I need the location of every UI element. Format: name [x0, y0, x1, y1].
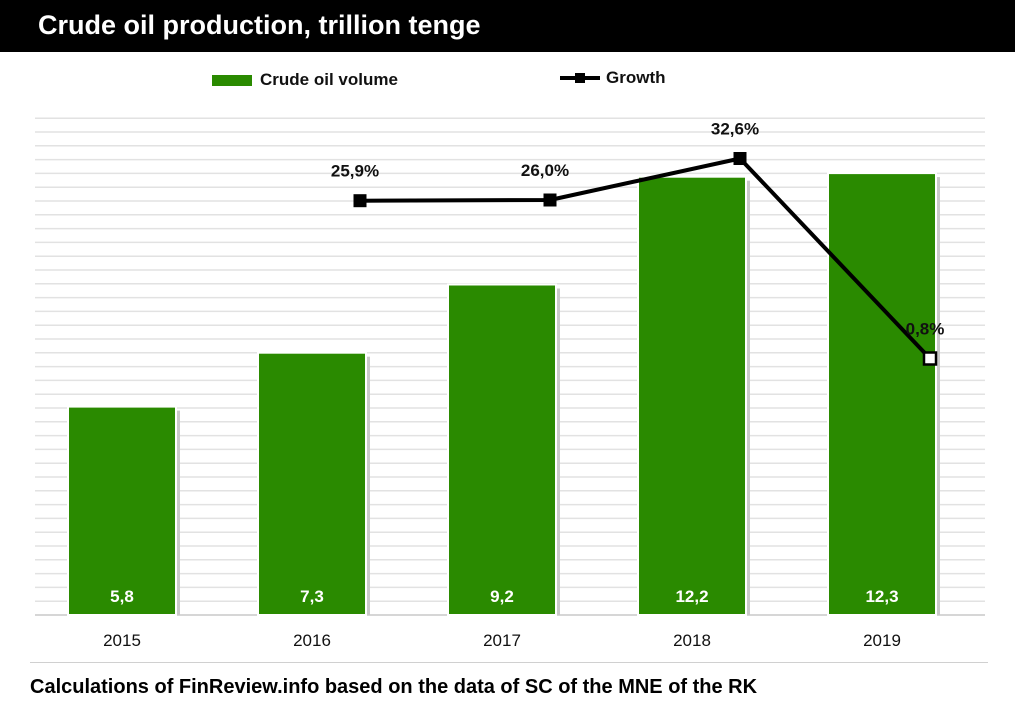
bar-value-label: 7,3 — [300, 587, 324, 606]
growth-line — [359, 156, 932, 360]
x-tick-label: 2016 — [293, 631, 331, 650]
bar — [67, 405, 177, 616]
legend-item-bars: Crude oil volume — [212, 70, 398, 90]
growth-marker — [733, 152, 747, 165]
bar — [447, 283, 557, 616]
x-tick-label: 2017 — [483, 631, 521, 650]
growth-marker — [922, 351, 938, 366]
growth-value-label: 25,9% — [331, 162, 379, 181]
bar-value-label: 5,8 — [110, 587, 134, 606]
growth-value-label: 32,6% — [711, 120, 759, 139]
title-bar: Crude oil production, trillion tenge — [0, 0, 1015, 52]
chart-plot: 5,8 2015 7,3 2016 9,2 2017 12,2 2018 12,3 2019 25,… — [35, 117, 985, 650]
chart-title: Crude oil production, trillion tenge — [38, 10, 481, 40]
divider — [30, 662, 988, 663]
growth-value-label: 26,0% — [521, 161, 569, 180]
x-tick-label: 2015 — [103, 631, 141, 650]
bar-value-label: 9,2 — [490, 587, 514, 606]
bar — [637, 175, 747, 616]
bar-value-label: 12,3 — [865, 587, 898, 606]
x-tick-label: 2018 — [673, 631, 711, 650]
bar — [827, 172, 937, 616]
legend-bar-swatch — [212, 74, 252, 86]
growth-value-label: 0,8% — [906, 320, 945, 339]
legend: Crude oil volume Growth — [0, 66, 1024, 96]
growth-marker — [543, 193, 557, 207]
x-tick-label: 2019 — [863, 631, 901, 650]
bar-value-label: 12,2 — [675, 587, 708, 606]
growth-marker — [353, 194, 367, 208]
legend-line-swatch — [560, 71, 600, 85]
bar — [257, 351, 367, 616]
source-note: Calculations of FinReview.info based on … — [30, 676, 758, 698]
legend-label-line: Growth — [606, 68, 666, 87]
legend-label-bars: Crude oil volume — [260, 70, 398, 89]
legend-item-line: Growth — [560, 68, 666, 88]
